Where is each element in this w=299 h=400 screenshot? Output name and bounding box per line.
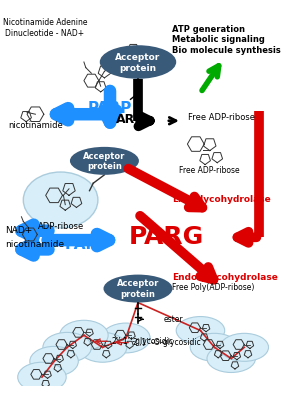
Text: protein: protein: [120, 290, 155, 299]
Text: nicotinamide: nicotinamide: [5, 240, 64, 249]
Text: Exo-glycohydrolase: Exo-glycohydrolase: [173, 196, 271, 204]
Ellipse shape: [207, 344, 255, 372]
Text: Nicotinamide Adenine
Dinucleotide - NAD+: Nicotinamide Adenine Dinucleotide - NAD+: [3, 18, 87, 38]
Text: Acceptor: Acceptor: [117, 280, 159, 288]
Text: 2’,1’’-O-glycosidic: 2’,1’’-O-glycosidic: [133, 338, 202, 347]
Text: Acceptor: Acceptor: [115, 53, 161, 62]
Text: PARG: PARG: [128, 225, 204, 249]
Ellipse shape: [102, 323, 150, 353]
Text: ADP-ribose: ADP-ribose: [37, 222, 84, 231]
Text: Free ADP-ribose: Free ADP-ribose: [188, 114, 255, 122]
Text: protein: protein: [119, 64, 157, 73]
Ellipse shape: [176, 316, 225, 344]
Text: NAD+: NAD+: [5, 226, 32, 235]
Ellipse shape: [220, 333, 269, 361]
Text: protein: protein: [87, 162, 122, 171]
Text: 2’’,1’’-glycosidic: 2’’,1’’-glycosidic: [112, 337, 174, 346]
Ellipse shape: [30, 346, 78, 376]
Text: PARP: PARP: [65, 237, 109, 252]
Ellipse shape: [18, 362, 66, 392]
Text: nicotinamide: nicotinamide: [8, 121, 63, 130]
Ellipse shape: [190, 333, 239, 361]
Ellipse shape: [78, 332, 127, 362]
Ellipse shape: [70, 147, 139, 175]
Ellipse shape: [60, 320, 108, 350]
Ellipse shape: [23, 172, 98, 228]
Text: Free Poly(ADP-ribose): Free Poly(ADP-ribose): [173, 283, 255, 292]
Ellipse shape: [100, 45, 176, 79]
Text: ARH: ARH: [116, 113, 145, 126]
Text: ester: ester: [163, 315, 183, 324]
Text: Endo-glycohydrolase: Endo-glycohydrolase: [173, 273, 278, 282]
Ellipse shape: [103, 274, 173, 302]
Text: PARP: PARP: [88, 101, 132, 116]
Text: ATP generation
Metabolic signaling
Bio molecule synthesis: ATP generation Metabolic signaling Bio m…: [173, 25, 281, 54]
Ellipse shape: [43, 332, 91, 362]
Text: Acceptor: Acceptor: [83, 152, 126, 161]
Text: Free ADP-ribose: Free ADP-ribose: [179, 166, 240, 175]
